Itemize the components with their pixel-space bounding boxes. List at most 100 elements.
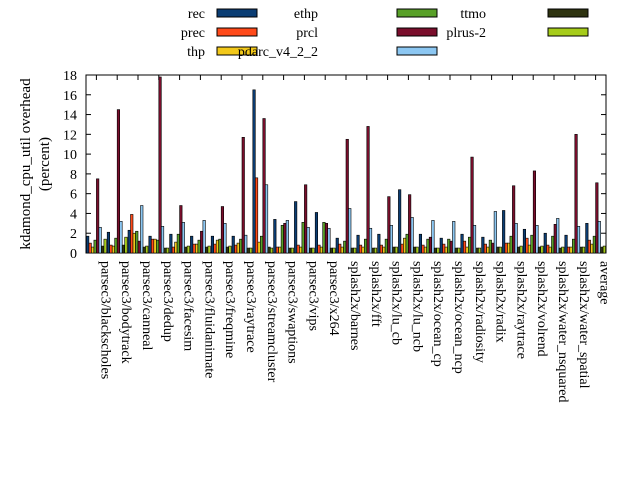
x-tick-label: splash2x/barnes [347,261,362,350]
bar-ttmo [475,247,479,254]
bar-prec [213,243,217,254]
bar-thp [215,239,219,254]
bar-plrus-2 [145,245,149,254]
bar-plrus-2 [477,247,482,254]
bar-rec [585,223,589,254]
bar-plrus-2 [269,247,274,254]
bar-ttmo [184,246,188,254]
x-tick-label: parsec3/vips [305,261,320,331]
bar-thp [423,246,428,254]
x-tick-label: splash2x/fft [368,261,383,327]
bar-plrus-2 [311,247,315,254]
bar-prec [400,243,404,254]
y-axis-title: kdamond_cpu_util overhead (percent) [18,78,53,250]
bar-prcl [428,236,433,254]
legend-swatch [547,27,589,37]
legend-label: prcl [296,26,318,41]
bar-prec [130,214,134,254]
x-tick-label: parsec3/canneal [139,261,154,350]
bar-plrus-2 [207,245,211,254]
bar-rec [314,212,319,254]
bar-rec [522,228,527,254]
bar-ttmo [496,246,500,254]
y-tick-label: 0 [70,247,77,262]
x-tick-label: average [597,261,612,305]
x-tick-label: splash2x/ocean_ncp [451,261,466,374]
bar-prcl [408,194,412,254]
x-tick-label: parsec3/facesim [181,261,196,351]
bar-ttmo [329,247,334,254]
bar-ttmo [454,247,458,254]
legend: rec prec thp ethp prcl pdarc_v4_2_2 ttmo plrus-… [181,7,589,60]
bar-rec [210,235,214,254]
bar-prec [504,242,508,254]
bar-ethp [135,230,139,254]
x-tick-label: parsec3/fluidanimate [201,261,216,378]
bar-ethp [280,225,284,254]
bar-thp [361,246,365,254]
bar-pdarc_v4_2_2 [202,220,206,254]
bar-prec [109,244,113,254]
bar-thp [590,243,594,254]
bar-thp [403,237,407,254]
bar-plrus-2 [373,247,378,254]
bar-plrus-2 [540,245,544,254]
bar-thp [153,238,157,254]
bar-pdarc_v4_2_2 [452,221,456,254]
bar-rec [106,231,110,254]
bar-pdarc_v4_2_2 [472,225,477,254]
bar-ethp [363,238,368,254]
bar-prcl [595,182,599,254]
y-tick-label: 8 [70,168,77,183]
legend-swatch [396,46,438,56]
legend-swatch [396,8,438,18]
bar-rec [190,235,194,254]
bar-plrus-2 [186,245,190,254]
bar-prec [566,246,571,254]
bar-pdarc_v4_2_2 [264,184,269,254]
bar-pdarc_v4_2_2 [98,226,102,254]
bar-plrus-2 [332,247,336,254]
bar-ethp [156,239,160,254]
y-axis-label-line: (percent) [37,137,53,191]
bar-ttmo [600,246,604,254]
bar-plrus-2 [561,246,565,254]
bar-plrus-2 [290,247,294,254]
bar-prec [587,239,591,254]
y-tick-label: 14 [63,109,77,124]
bar-rec [398,189,402,254]
bar-thp [132,232,136,254]
bar-pdarc_v4_2_2 [223,223,227,254]
bar-pdarc_v4_2_2 [576,226,581,254]
bar-rec [169,233,173,254]
bar-prec [317,244,321,254]
bar-pdarc_v4_2_2 [181,222,185,254]
bar-thp [91,246,95,254]
bar-prec [192,243,196,254]
bar-plrus-2 [457,247,461,254]
bar-ttmo [413,246,417,254]
bar-ttmo [225,246,229,254]
bar-rec [356,234,360,254]
legend-swatch [216,46,258,56]
bar-thp [257,241,261,254]
bar-pdarc_v4_2_2 [514,223,518,254]
x-tick-label: splash2x/lu_ncb [409,261,424,352]
bar-plrus-2 [436,247,440,254]
x-tick-label: parsec3/x264 [326,261,341,336]
bar-thp [111,245,115,254]
bar-thp [278,246,282,254]
legend-label: plrus-2 [446,26,486,41]
bar-ethp [571,238,576,254]
bar-ttmo [101,245,105,254]
bar-pdarc_v4_2_2 [597,221,601,254]
bar-prec [171,246,175,254]
x-tick-label: splash2x/radix [493,261,508,343]
bar-prec [379,244,383,254]
bar-ttmo [537,246,542,254]
bar-thp [236,242,240,254]
bar-prec [275,246,279,254]
bar-ttmo [371,247,375,254]
bar-ethp [384,238,388,254]
